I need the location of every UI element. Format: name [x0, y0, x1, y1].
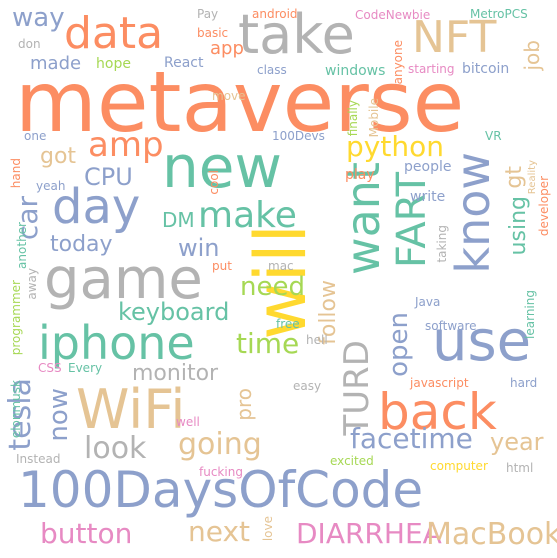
word-got: got	[40, 144, 77, 169]
word-button: button	[40, 517, 133, 550]
word-monitor: monitor	[132, 361, 219, 386]
word-data: data	[64, 8, 164, 59]
word-job: job	[520, 40, 544, 71]
word-react: React	[164, 55, 204, 71]
word-app: app	[210, 38, 244, 59]
word-move: move	[212, 89, 246, 103]
word-nft: NFT	[412, 12, 497, 63]
word-time: time	[236, 327, 300, 360]
word-hell: hell	[306, 333, 328, 347]
word-next: next	[188, 515, 251, 548]
word-put: put	[212, 259, 232, 273]
word-need: need	[240, 272, 305, 302]
word-facetime: facetime	[350, 422, 473, 455]
word-codenewbie: CodeNewbie	[355, 8, 431, 22]
word-bitcoin: bitcoin	[462, 61, 510, 77]
word-cpu: CPU	[84, 163, 133, 191]
word-away: away	[25, 268, 39, 300]
word-100daysofcode: 100DaysOfCode	[18, 461, 424, 519]
word-computer: computer	[430, 459, 488, 473]
word-play: play	[345, 167, 375, 183]
word-hand: hand	[9, 158, 23, 189]
word-mac: mac	[268, 259, 294, 273]
word-make: make	[198, 195, 297, 236]
word-made: made	[30, 53, 82, 74]
word-mobile: Mobile	[367, 98, 381, 138]
word-amp: amp	[88, 125, 164, 165]
word-know: know	[446, 152, 500, 274]
word-excited: excited	[330, 454, 374, 468]
word-use: use	[432, 309, 532, 374]
word-macbook: MacBook	[426, 517, 557, 552]
word-cool: cool	[207, 170, 221, 195]
word-every: Every	[68, 361, 103, 375]
word-take: take	[238, 3, 355, 66]
word-elonmusk: elonmusk	[9, 380, 23, 439]
word-win: win	[178, 234, 220, 262]
word-class: class	[257, 63, 287, 77]
word-developer: developer	[537, 176, 551, 237]
word-people: people	[404, 159, 452, 175]
word-dm: DM	[162, 208, 195, 232]
word-hard: hard	[510, 376, 538, 390]
word-basic: basic	[197, 26, 229, 40]
word-gt: gt	[502, 166, 527, 189]
word-keyboard: keyboard	[118, 298, 230, 326]
word-pro: pro	[232, 388, 256, 421]
word-write: write	[410, 189, 446, 205]
word-game: game	[44, 247, 203, 312]
word-programmer: programmer	[9, 280, 23, 356]
word-css: CSS	[38, 361, 62, 375]
word-pay: Pay	[197, 7, 219, 21]
word-anyone: anyone	[391, 40, 405, 85]
word-way: way	[12, 3, 65, 33]
word-look: look	[84, 431, 147, 466]
word-back: back	[378, 383, 497, 441]
word-taking: taking	[435, 225, 449, 263]
word-easy: easy	[293, 379, 322, 393]
word-year: year	[490, 428, 544, 456]
word-diarrhea: DIARRHEA	[296, 517, 442, 550]
word-metropcs: MetroPCS	[470, 7, 528, 21]
word-instead: Instead	[16, 452, 61, 466]
word-wifi: WiFi	[76, 378, 186, 441]
word-well: well	[176, 415, 200, 429]
word-yeah: yeah	[36, 179, 66, 193]
word-android: android	[252, 7, 298, 21]
word-using: using	[506, 196, 531, 256]
word-python: python	[346, 130, 444, 163]
word-don: don	[18, 37, 41, 51]
word-love: love	[261, 516, 275, 542]
word-java: Java	[415, 295, 441, 309]
word-software: software	[425, 319, 477, 333]
word-now: now	[44, 388, 74, 442]
word-starting: starting	[408, 62, 455, 76]
word-another: another	[15, 222, 29, 269]
word-metaverse: metaverse	[15, 53, 465, 151]
word-today: today	[50, 232, 113, 257]
word-javascript: javascript	[410, 376, 469, 390]
word-windows: windows	[325, 63, 386, 79]
word-100devs: 100Devs	[272, 129, 325, 143]
word-hope: hope	[96, 56, 131, 72]
word-open: open	[384, 312, 414, 377]
word-new: new	[162, 133, 282, 201]
word-going: going	[178, 427, 262, 462]
word-one: one	[24, 129, 47, 143]
word-learning: learning	[523, 290, 537, 339]
word-finally: finally	[346, 100, 360, 137]
word-free: free	[276, 317, 300, 331]
word-day: day	[52, 179, 141, 235]
word-iphone: iphone	[38, 316, 195, 370]
word-fart: FART	[389, 172, 435, 269]
word-html: html	[506, 461, 534, 475]
word-fucking: fucking	[199, 465, 243, 479]
word-vr: VR	[485, 129, 502, 143]
